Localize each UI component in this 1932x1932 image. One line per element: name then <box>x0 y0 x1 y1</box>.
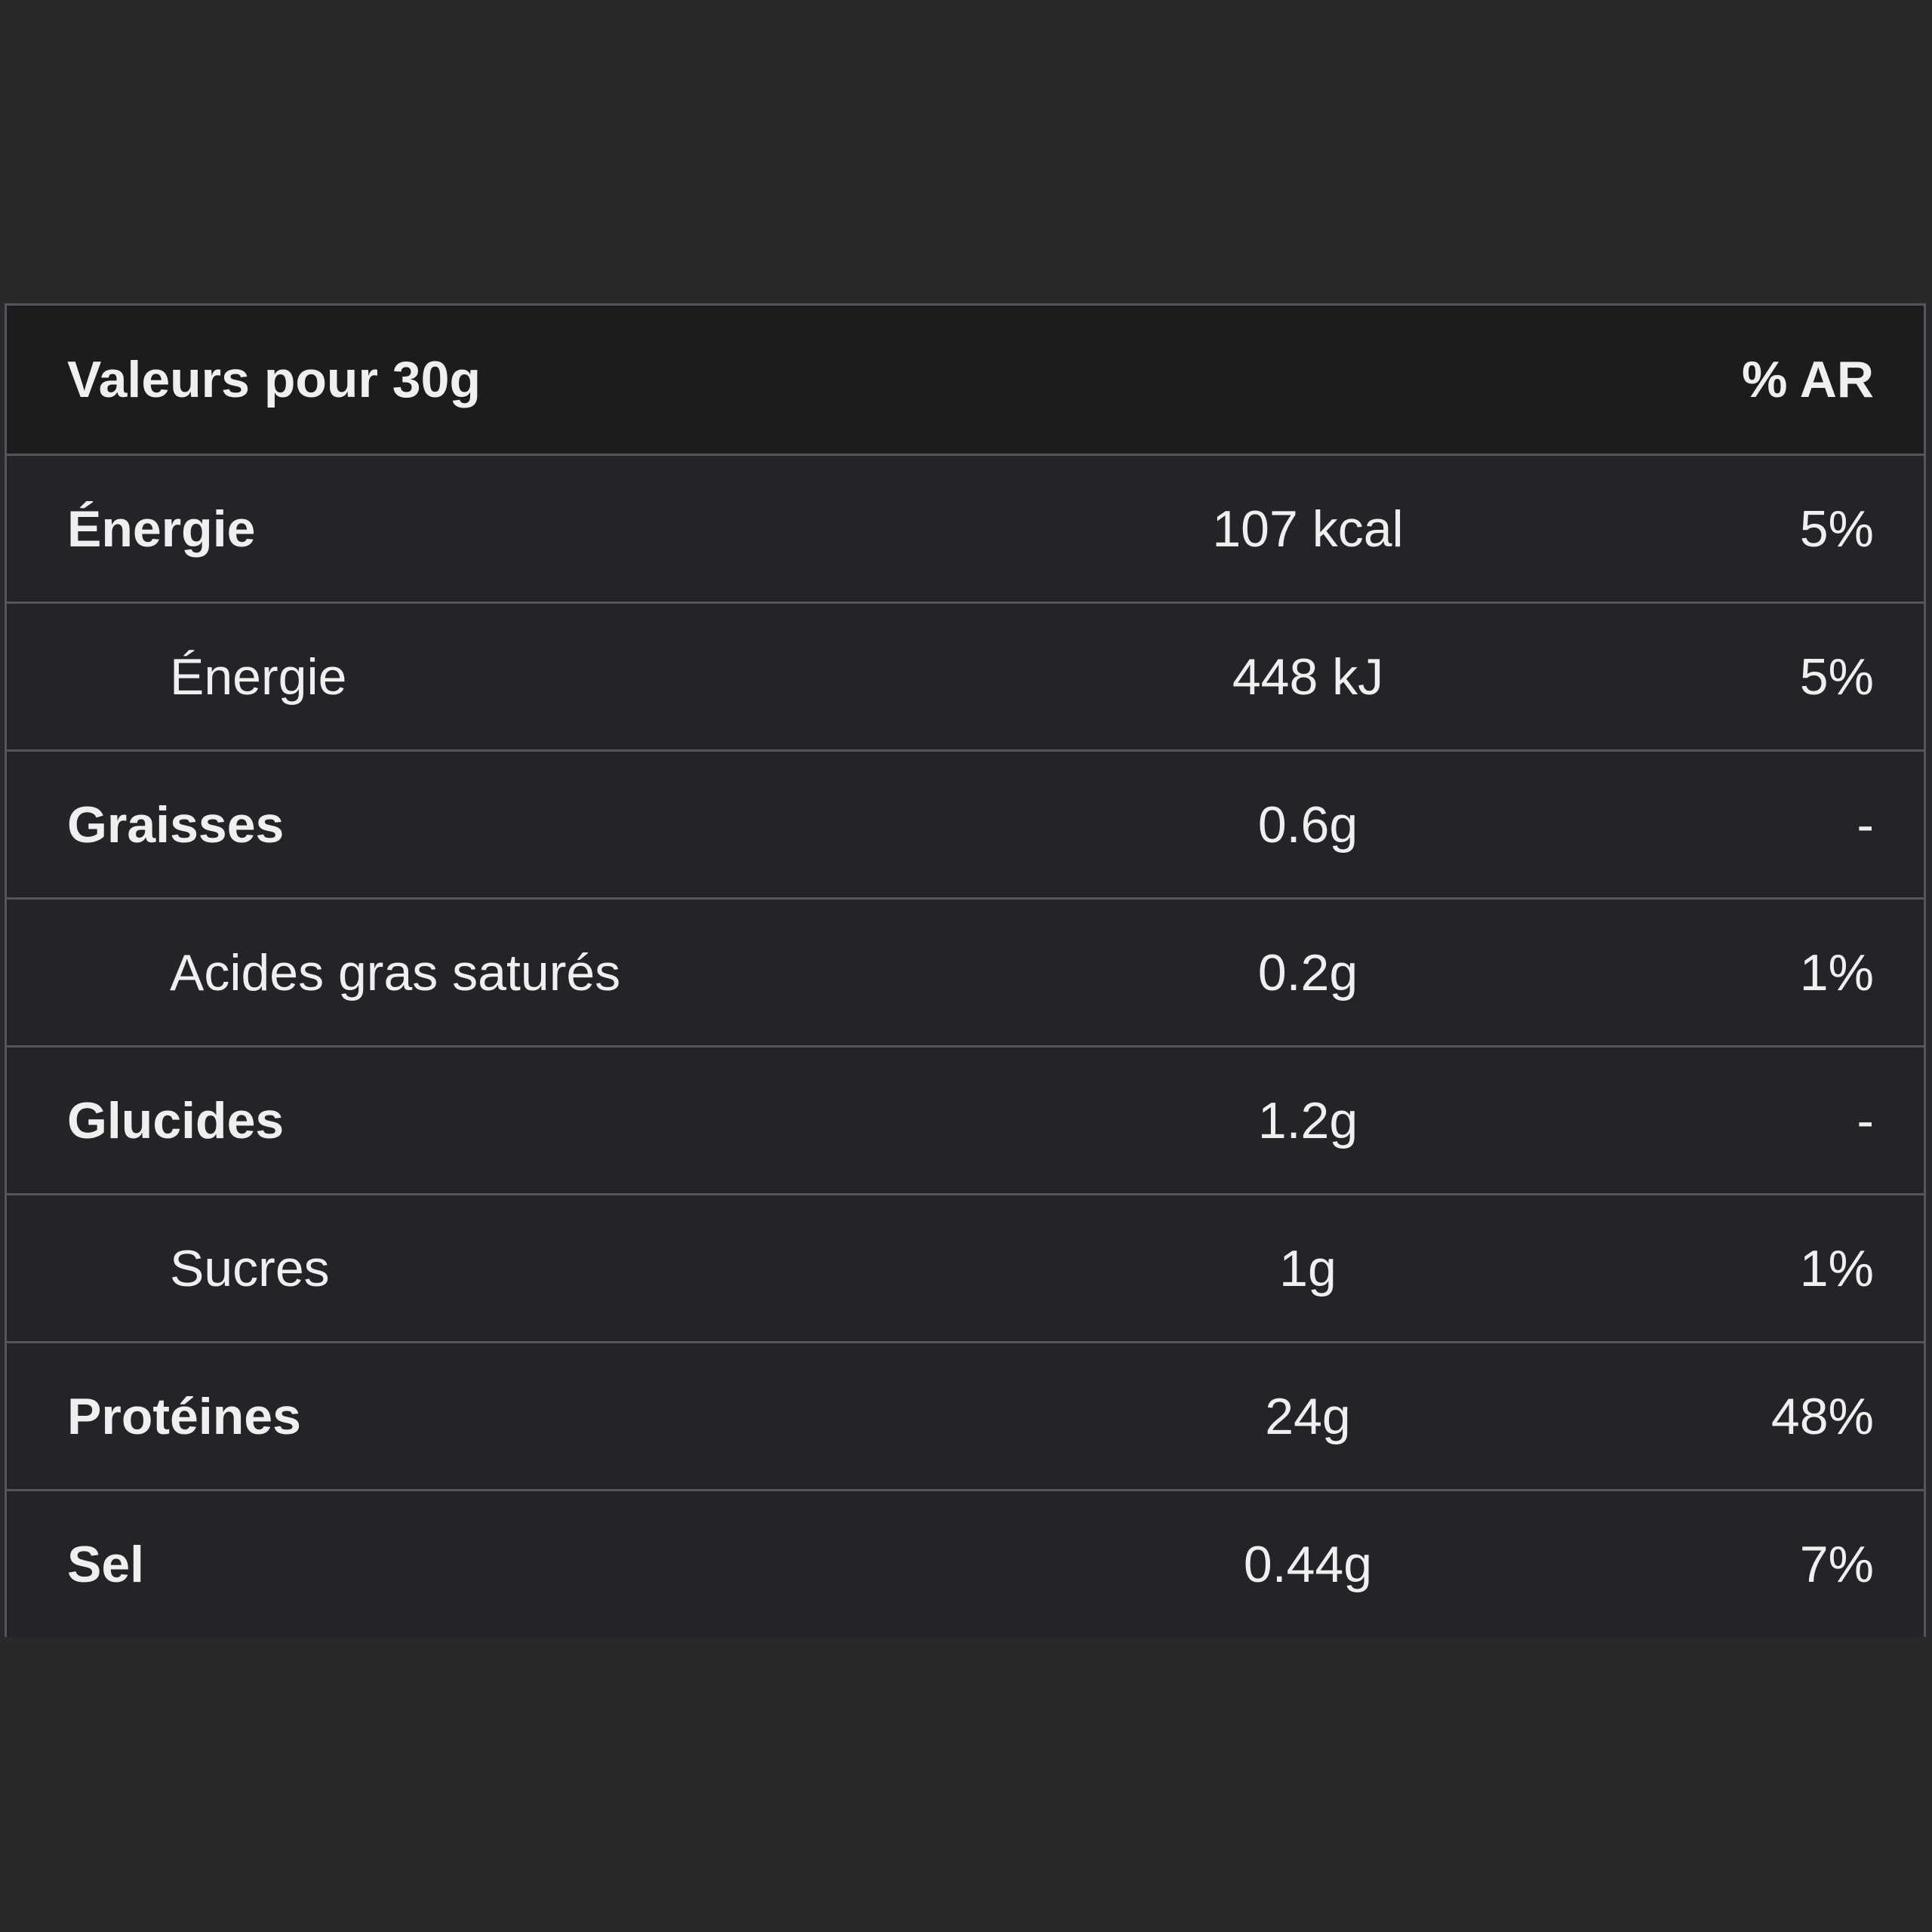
nutrient-value: 1.2g <box>1257 1091 1358 1149</box>
table-row: Acides gras saturés 0.2g 1% <box>7 897 1924 1045</box>
table-row: Sucres 1g 1% <box>7 1193 1924 1341</box>
table-row: Sel 0.44g 7% <box>7 1489 1924 1637</box>
serving-size-header: Valeurs pour 30g <box>67 351 481 408</box>
nutrient-value: 0.2g <box>1257 943 1358 1001</box>
nutrient-label: Acides gras saturés <box>170 943 621 1001</box>
table-row: Protéines 24g 48% <box>7 1341 1924 1489</box>
nutrient-value: 1g <box>1279 1239 1337 1297</box>
nutrient-ar-value: 7% <box>1799 1535 1874 1593</box>
nutrient-ar-value: 1% <box>1799 1239 1874 1297</box>
table-row: Énergie 448 kJ 5% <box>7 601 1924 749</box>
nutrient-label: Glucides <box>67 1091 285 1149</box>
nutrient-ar-value: 1% <box>1799 943 1874 1001</box>
nutrient-value: 0.6g <box>1257 795 1358 854</box>
nutrient-ar-value: 5% <box>1799 500 1874 558</box>
nutrition-table: Valeurs pour 30g % AR Énergie 107 kcal 5… <box>5 303 1926 1637</box>
table-header-row: Valeurs pour 30g % AR <box>7 306 1924 454</box>
nutrient-value: 107 kcal <box>1212 500 1404 558</box>
nutrient-ar-value: 48% <box>1770 1387 1874 1445</box>
nutrient-label: Protéines <box>67 1387 301 1445</box>
nutrient-label: Sucres <box>170 1239 330 1297</box>
table-row: Énergie 107 kcal 5% <box>7 454 1924 601</box>
nutrient-ar-value: - <box>1857 795 1874 854</box>
percent-ar-header: % AR <box>1741 351 1874 408</box>
nutrient-label: Énergie <box>170 648 347 706</box>
nutrient-value: 24g <box>1265 1387 1351 1445</box>
nutrient-label: Graisses <box>67 795 285 854</box>
table-body: Énergie 107 kcal 5% Énergie 448 kJ 5% Gr… <box>7 454 1924 1637</box>
table-row: Glucides 1.2g - <box>7 1045 1924 1193</box>
nutrient-label: Énergie <box>67 500 256 558</box>
nutrient-ar-value: 5% <box>1799 648 1874 706</box>
nutrient-value: 0.44g <box>1243 1535 1373 1593</box>
nutrient-value: 448 kJ <box>1232 648 1384 706</box>
nutrient-ar-value: - <box>1857 1091 1874 1149</box>
table-row: Graisses 0.6g - <box>7 749 1924 897</box>
nutrient-label: Sel <box>67 1535 145 1593</box>
